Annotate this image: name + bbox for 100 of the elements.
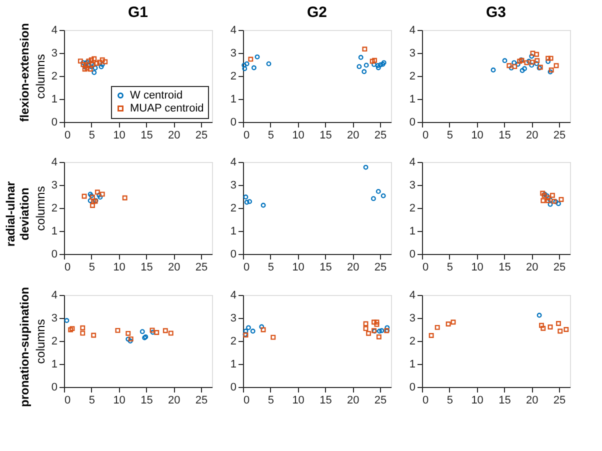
x-tick-label: 10 [292, 394, 304, 406]
y-tick-label: 3 [409, 48, 416, 60]
y-tick-label: 4 [51, 156, 58, 168]
x-tick-label: 5 [446, 394, 453, 406]
x-tick-label: 5 [446, 130, 453, 142]
x-tick-label: 10 [292, 130, 304, 142]
y-tick-label: 0 [230, 382, 236, 394]
x-tick-label: 20 [347, 262, 360, 274]
x-tick-label: 15 [320, 394, 332, 406]
y-tick-label: 1 [409, 226, 416, 238]
y-tick-label: 2 [51, 202, 58, 214]
y-tick-label: 1 [230, 358, 236, 370]
legend-label: MUAP centroid [130, 102, 204, 114]
chart-title: G3 [486, 4, 506, 21]
y-axis-title: columns [33, 54, 48, 99]
y-tick-label: 0 [230, 116, 236, 128]
y-axis-title: columns [33, 186, 48, 231]
x-tick-label: 5 [88, 262, 95, 274]
x-tick-label: 10 [113, 394, 126, 406]
x-tick-label: 20 [347, 130, 360, 142]
x-tick-label: 0 [422, 130, 429, 142]
y-tick-label: 2 [51, 70, 58, 82]
y-tick-label: 0 [51, 248, 58, 260]
y-tick-label: 2 [409, 336, 416, 348]
y-tick-label: 1 [230, 226, 236, 238]
x-tick-label: 0 [64, 262, 71, 274]
y-tick-label: 1 [230, 94, 236, 106]
y-tick-label: 3 [409, 180, 416, 192]
x-tick-label: 15 [140, 130, 153, 142]
x-tick-label: 20 [526, 394, 538, 406]
x-tick-label: 10 [471, 130, 484, 142]
y-tick-label: 2 [230, 336, 236, 348]
y-tick-label: 0 [51, 382, 58, 394]
y-tick-label: 2 [409, 202, 416, 214]
x-tick-label: 20 [168, 262, 180, 274]
y-tick-label: 0 [409, 116, 416, 128]
y-axis-title: columns [33, 319, 48, 364]
text: flexion-extension [17, 23, 32, 122]
x-tick-label: 15 [498, 394, 511, 406]
y-tick-label: 0 [409, 248, 416, 260]
x-tick-label: 15 [320, 262, 332, 274]
x-tick-label: 20 [526, 262, 538, 274]
y-tick-label: 4 [51, 24, 58, 36]
x-tick-label: 0 [422, 394, 429, 406]
y-tick-label: 1 [51, 358, 58, 370]
x-tick-label: 20 [168, 130, 180, 142]
x-tick-label: 10 [113, 130, 126, 142]
x-tick-label: 25 [374, 262, 387, 274]
y-tick-label: 1 [51, 226, 58, 238]
y-tick-label: 3 [409, 312, 416, 324]
y-tick-label: 2 [230, 202, 236, 214]
x-tick-label: 15 [140, 394, 153, 406]
y-tick-label: 4 [51, 290, 58, 302]
y-tick-label: 4 [409, 290, 416, 302]
y-tick-label: 0 [51, 116, 58, 128]
chart-title: G1 [128, 4, 148, 21]
x-tick-label: 15 [498, 262, 511, 274]
x-tick-label: 25 [374, 130, 387, 142]
text: radial-ulnar deviation [3, 181, 32, 247]
legend-label: W centroid [130, 90, 183, 102]
x-tick-label: 25 [195, 262, 208, 274]
y-tick-label: 3 [230, 180, 236, 192]
x-tick-label: 25 [195, 394, 208, 406]
x-tick-label: 5 [268, 130, 274, 142]
y-tick-label: 1 [409, 94, 416, 106]
chart-title: G2 [306, 4, 328, 21]
x-tick-label: 10 [471, 262, 484, 274]
x-tick-label: 0 [244, 262, 250, 274]
x-tick-label: 5 [268, 262, 274, 274]
y-tick-label: 3 [230, 48, 236, 60]
y-tick-label: 2 [51, 336, 58, 348]
y-tick-label: 2 [230, 70, 236, 82]
x-tick-label: 15 [140, 262, 153, 274]
y-tick-label: 4 [409, 24, 416, 36]
y-tick-label: 4 [230, 24, 236, 36]
y-tick-label: 4 [409, 156, 416, 168]
x-tick-label: 20 [347, 394, 360, 406]
x-tick-label: 0 [64, 394, 71, 406]
x-tick-label: 25 [195, 130, 208, 142]
x-tick-label: 0 [64, 130, 71, 142]
y-tick-label: 2 [409, 70, 416, 82]
x-tick-label: 5 [268, 394, 274, 406]
x-tick-label: 5 [446, 262, 453, 274]
x-tick-label: 0 [244, 394, 250, 406]
x-tick-label: 10 [292, 262, 304, 274]
x-tick-label: 15 [320, 130, 332, 142]
x-tick-label: 25 [553, 394, 566, 406]
x-tick-label: 25 [374, 394, 387, 406]
y-tick-label: 3 [51, 48, 58, 60]
x-tick-label: 5 [88, 130, 95, 142]
y-tick-label: 1 [51, 94, 58, 106]
x-tick-label: 0 [244, 130, 250, 142]
y-tick-label: 0 [230, 248, 236, 260]
y-tick-label: 3 [230, 312, 236, 324]
x-tick-label: 25 [553, 262, 566, 274]
y-tick-label: 1 [409, 358, 416, 370]
y-tick-label: 0 [409, 382, 416, 394]
x-tick-label: 5 [88, 394, 95, 406]
x-tick-label: 20 [168, 394, 180, 406]
x-tick-label: 20 [526, 130, 538, 142]
